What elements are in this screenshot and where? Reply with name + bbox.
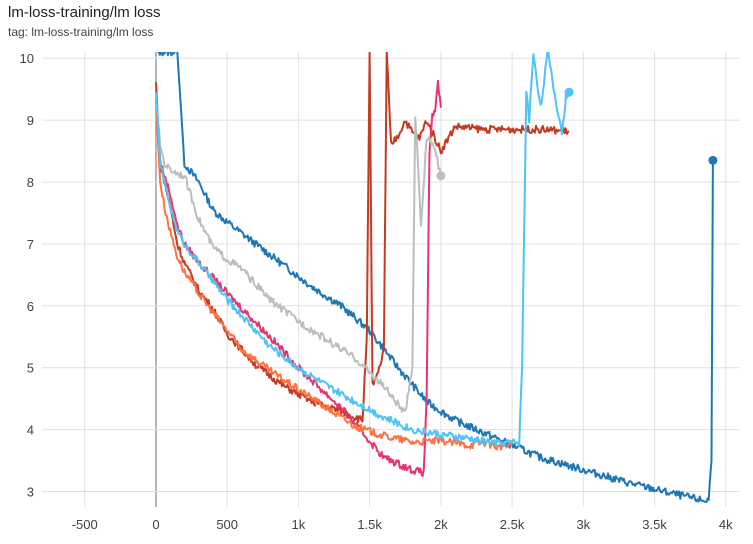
x-tick-label: 4k [719,517,733,532]
x-tick-label: 1k [292,517,306,532]
y-tick-label: 5 [27,361,34,376]
series-line [155,52,570,423]
y-tick-label: 4 [27,423,34,438]
x-tick-label: 3.5k [642,517,667,532]
x-tick-label: 2.5k [500,517,525,532]
series-end-marker [708,155,718,165]
series-line [155,102,513,451]
x-tick-label: 1.5k [357,517,382,532]
y-tick-label: 9 [27,113,34,128]
series-end-marker [436,171,446,181]
chart-title: lm-loss-training/lm loss [8,4,161,21]
series-line [155,79,442,478]
series-line [155,52,571,448]
chart-subtitle: tag: lm-loss-training/lm loss [8,25,154,39]
x-tick-label: 500 [216,517,238,532]
series-line [155,103,442,413]
x-tick-label: -500 [72,517,98,532]
x-tick-label: 2k [434,517,448,532]
y-tick-label: 3 [27,485,34,500]
series-line [156,52,714,504]
y-tick-label: 10 [20,51,34,66]
y-tick-label: 6 [27,299,34,314]
x-tick-label: 3k [576,517,590,532]
x-tick-label: 0 [152,517,159,532]
y-tick-label: 8 [27,175,34,190]
y-tick-label: 7 [27,237,34,252]
series-end-marker [564,87,574,97]
